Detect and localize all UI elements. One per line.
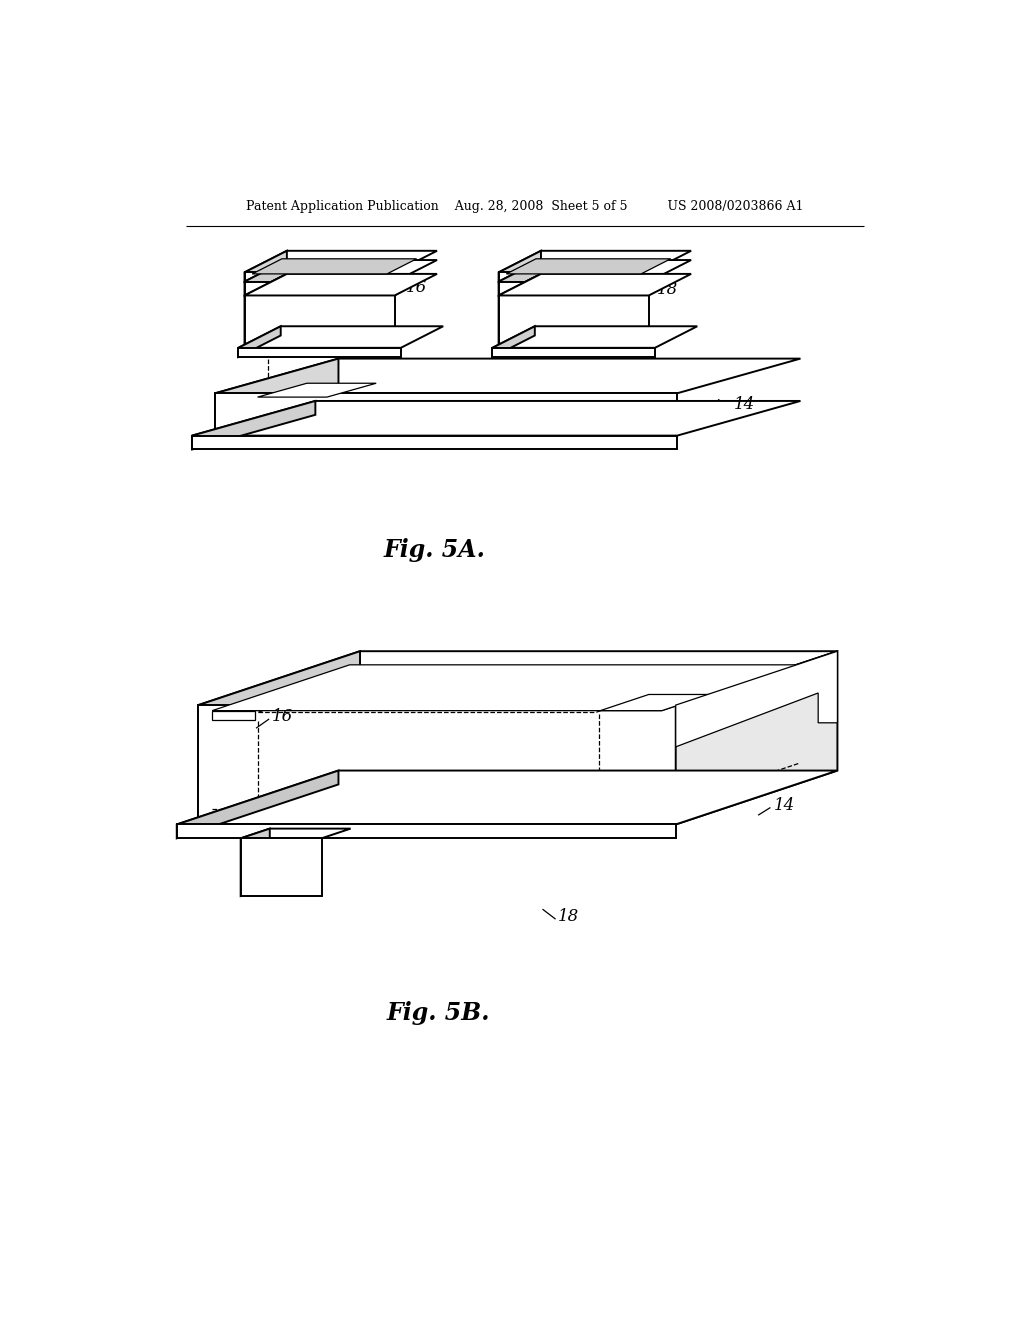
Text: Fig. 5B.: Fig. 5B. xyxy=(387,1001,490,1026)
Polygon shape xyxy=(215,359,339,436)
Polygon shape xyxy=(199,705,676,825)
Polygon shape xyxy=(177,825,676,838)
Polygon shape xyxy=(245,251,287,281)
Polygon shape xyxy=(252,259,417,275)
Polygon shape xyxy=(241,829,350,838)
Polygon shape xyxy=(199,651,838,705)
Polygon shape xyxy=(493,348,655,358)
Polygon shape xyxy=(499,272,649,281)
Polygon shape xyxy=(239,348,400,358)
Polygon shape xyxy=(193,436,677,449)
Polygon shape xyxy=(212,665,800,710)
Text: 14: 14 xyxy=(773,797,795,813)
Polygon shape xyxy=(676,651,838,825)
Text: 16: 16 xyxy=(271,708,293,725)
Polygon shape xyxy=(493,326,697,348)
Polygon shape xyxy=(499,251,691,272)
Polygon shape xyxy=(245,260,287,296)
Polygon shape xyxy=(239,326,443,348)
Polygon shape xyxy=(177,771,838,825)
Polygon shape xyxy=(245,251,437,272)
Polygon shape xyxy=(245,275,437,296)
Polygon shape xyxy=(199,651,360,825)
Polygon shape xyxy=(215,393,677,436)
Text: Fig. 5A.: Fig. 5A. xyxy=(384,537,485,561)
Polygon shape xyxy=(241,829,269,896)
Polygon shape xyxy=(215,359,801,393)
Polygon shape xyxy=(241,838,322,896)
Polygon shape xyxy=(177,771,339,838)
Polygon shape xyxy=(193,401,801,436)
Polygon shape xyxy=(239,326,281,358)
Polygon shape xyxy=(493,326,535,358)
Text: 18: 18 xyxy=(656,281,678,298)
Text: 16: 16 xyxy=(407,280,427,296)
Polygon shape xyxy=(499,281,649,296)
Polygon shape xyxy=(499,260,541,296)
Text: 18: 18 xyxy=(558,908,580,925)
Polygon shape xyxy=(499,251,541,281)
Polygon shape xyxy=(245,272,394,281)
Text: Patent Application Publication    Aug. 28, 2008  Sheet 5 of 5          US 2008/0: Patent Application Publication Aug. 28, … xyxy=(246,201,804,214)
Polygon shape xyxy=(258,383,376,397)
Polygon shape xyxy=(245,281,394,296)
Polygon shape xyxy=(245,275,287,348)
Polygon shape xyxy=(499,275,691,296)
Polygon shape xyxy=(212,710,255,719)
Polygon shape xyxy=(600,694,711,710)
Polygon shape xyxy=(506,259,671,275)
Polygon shape xyxy=(245,296,394,348)
Text: 14: 14 xyxy=(733,396,755,413)
Polygon shape xyxy=(193,401,315,449)
Polygon shape xyxy=(245,260,437,281)
Polygon shape xyxy=(499,275,541,348)
Polygon shape xyxy=(499,260,691,281)
Polygon shape xyxy=(676,651,838,747)
Polygon shape xyxy=(499,296,649,348)
